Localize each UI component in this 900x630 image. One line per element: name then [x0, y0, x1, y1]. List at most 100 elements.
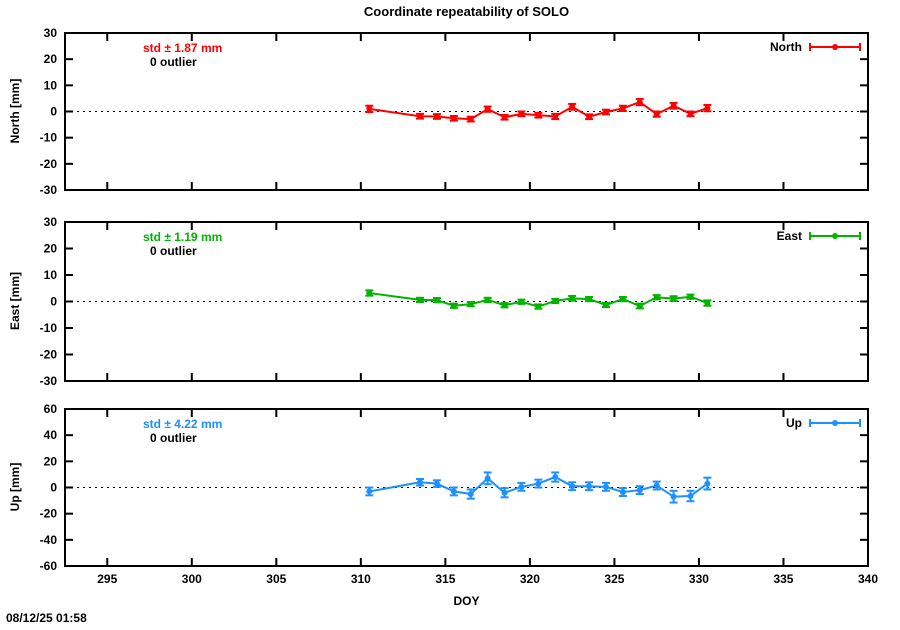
data-point-marker — [704, 105, 711, 112]
data-point-marker — [569, 103, 576, 110]
data-point-marker — [433, 113, 440, 120]
timestamp: 08/12/25 01:58 — [6, 611, 87, 625]
y-tick-label: -10 — [40, 131, 58, 145]
y-tick-label: 0 — [50, 295, 57, 309]
data-point-marker — [484, 296, 491, 303]
data-point-marker — [366, 290, 373, 297]
outlier-label-up: 0 outlier — [150, 431, 197, 445]
data-point-marker — [619, 489, 626, 496]
legend-sample-marker — [832, 233, 838, 239]
x-tick-label: 325 — [604, 572, 624, 586]
y-tick-label: 20 — [44, 52, 58, 66]
data-point-marker — [586, 296, 593, 303]
y-tick-label: -20 — [40, 348, 58, 362]
data-point-marker — [518, 298, 525, 305]
data-point-marker — [687, 493, 694, 500]
data-point-marker — [636, 487, 643, 494]
data-point-marker — [619, 296, 626, 303]
y-tick-label: 10 — [44, 78, 58, 92]
data-point-marker — [569, 295, 576, 302]
data-point-marker — [467, 301, 474, 308]
data-point-marker — [535, 480, 542, 487]
y-tick-label: -30 — [40, 183, 58, 197]
panel-north: -30 -20 -10 0 10 20 30 — [40, 26, 869, 197]
data-point-marker — [687, 293, 694, 300]
data-point-marker — [569, 483, 576, 490]
panel-border — [64, 221, 869, 382]
data-point-marker — [653, 482, 660, 489]
data-point-marker — [450, 115, 457, 122]
data-point-marker — [552, 297, 559, 304]
y-tick-label: -20 — [40, 507, 58, 521]
panel-east: -30 -20 -10 0 10 20 30 — [40, 215, 869, 388]
y-axis-label-up: Up [mm] — [8, 462, 22, 512]
data-point-marker — [602, 483, 609, 490]
data-point-marker — [450, 302, 457, 309]
panel-up: -60 -40 -20 0 20 40 60 295 300 305 310 315 320 325 330… — [40, 402, 879, 586]
y-tick-label: -10 — [40, 321, 58, 335]
data-point-marker — [417, 479, 424, 486]
data-point-marker — [535, 303, 542, 310]
legend-sample-marker — [832, 420, 838, 426]
data-point-marker — [366, 105, 373, 112]
panel-border — [64, 32, 869, 191]
data-point-marker — [636, 303, 643, 310]
data-point-marker — [670, 493, 677, 500]
y-axis-label-north: North [mm] — [8, 78, 22, 144]
data-point-marker — [433, 297, 440, 304]
x-tick-label: 300 — [182, 572, 202, 586]
data-point-marker — [653, 294, 660, 301]
data-point-marker — [501, 114, 508, 121]
std-label-up: std ± 4.22 mm — [143, 417, 223, 431]
outlier-label-north: 0 outlier — [150, 55, 197, 69]
y-tick-label: 10 — [44, 268, 58, 282]
y-tick-label: 30 — [44, 26, 58, 40]
data-point-marker — [417, 113, 424, 120]
x-axis-title: DOY — [453, 594, 480, 608]
data-point-marker — [586, 483, 593, 490]
y-tick-label: -60 — [40, 559, 58, 573]
data-point-marker — [602, 301, 609, 308]
y-tick-label: 0 — [50, 481, 57, 495]
y-tick-label: -40 — [40, 533, 58, 547]
data-point-marker — [467, 116, 474, 123]
data-point-marker — [704, 300, 711, 307]
data-point-marker — [484, 475, 491, 482]
data-point-marker — [501, 489, 508, 496]
x-tick-label: 310 — [351, 572, 371, 586]
data-point-marker — [467, 491, 474, 498]
data-point-marker — [636, 99, 643, 106]
data-point-marker — [552, 113, 559, 120]
legend-sample-marker — [832, 44, 838, 50]
data-point-marker — [518, 110, 525, 117]
y-tick-label: 20 — [44, 242, 58, 256]
x-tick-label: 340 — [858, 572, 878, 586]
data-point-marker — [450, 488, 457, 495]
y-tick-label: 40 — [44, 428, 58, 442]
x-tick-label: 305 — [266, 572, 286, 586]
data-point-marker — [670, 295, 677, 302]
data-point-marker — [552, 474, 559, 481]
data-point-marker — [670, 102, 677, 109]
data-point-marker — [704, 480, 711, 487]
std-label-east: std ± 1.19 mm — [143, 230, 223, 244]
data-point-marker — [653, 111, 660, 118]
data-point-marker — [484, 106, 491, 113]
chart-title: Coordinate repeatability of SOLO — [363, 4, 570, 19]
data-point-marker — [417, 296, 424, 303]
data-point-marker — [687, 110, 694, 117]
data-point-marker — [366, 488, 373, 495]
y-tick-label: 0 — [50, 105, 57, 119]
data-point-marker — [535, 112, 542, 119]
y-tick-label: -30 — [40, 374, 58, 388]
x-tick-label: 315 — [435, 572, 455, 586]
std-label-north: std ± 1.87 mm — [143, 41, 223, 55]
y-tick-label: -20 — [40, 157, 58, 171]
outlier-label-east: 0 outlier — [150, 244, 197, 258]
legend-label-east: East — [776, 229, 802, 243]
x-tick-label: 330 — [689, 572, 709, 586]
data-point-marker — [586, 113, 593, 120]
data-point-marker — [619, 105, 626, 112]
